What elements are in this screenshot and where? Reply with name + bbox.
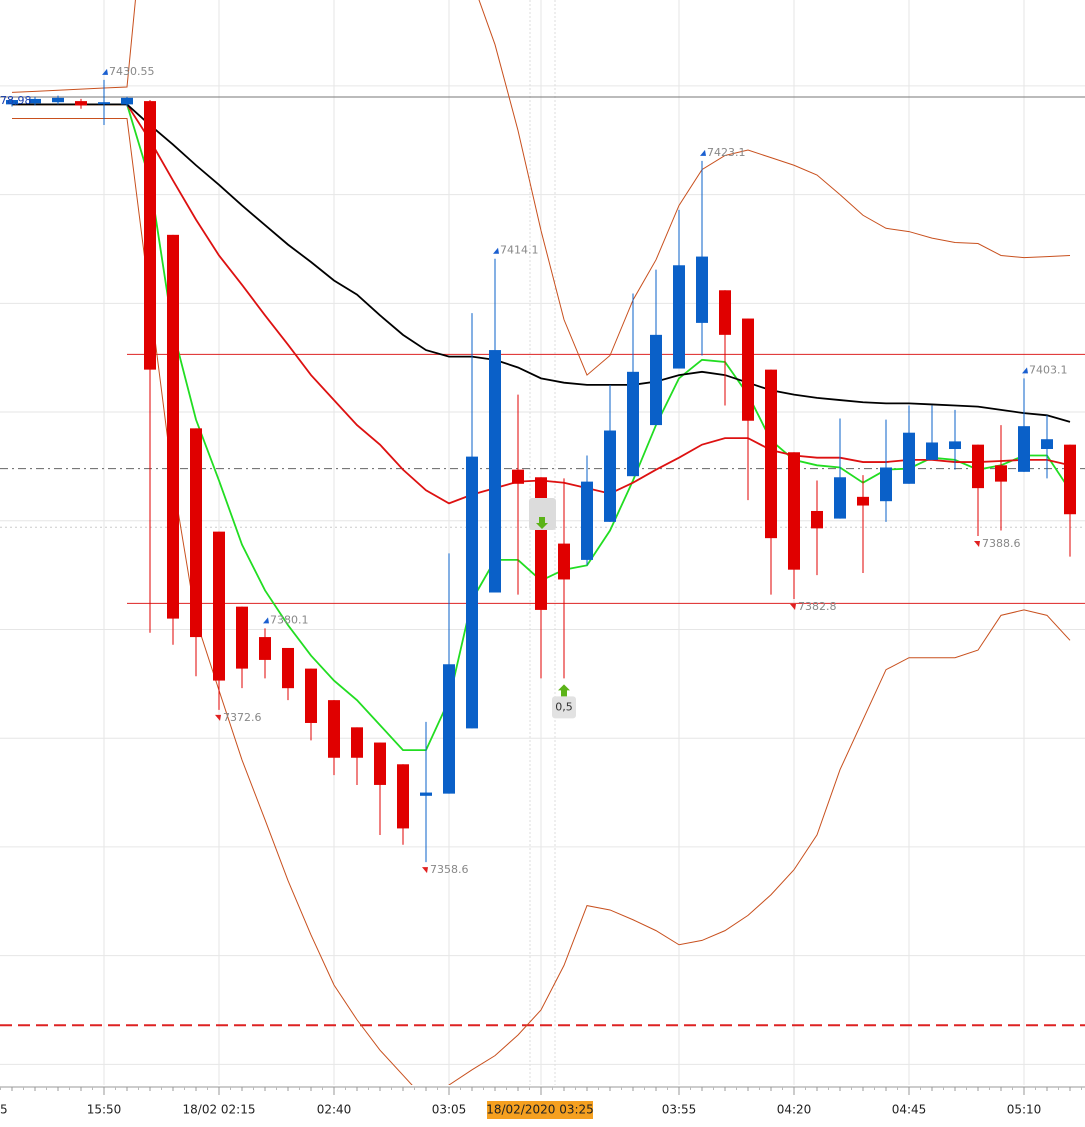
order-badge xyxy=(552,696,576,719)
candle-body xyxy=(926,442,938,460)
candle-body xyxy=(443,664,455,794)
candle-body xyxy=(75,101,87,106)
candle-body xyxy=(374,742,386,785)
candle-body xyxy=(466,456,478,729)
candle-body xyxy=(696,256,708,323)
candle-body xyxy=(512,469,524,484)
candle-body xyxy=(305,668,317,723)
indicator-line xyxy=(12,118,1071,1085)
indicator-line xyxy=(12,103,1071,423)
candle-body xyxy=(1018,426,1030,472)
plot xyxy=(0,0,1085,1085)
candle-body xyxy=(650,334,662,426)
x-axis: 5 15:50 18/02 02:15 02:40 03:05 18/02/2020 03… xyxy=(0,1086,1085,1119)
candle-body xyxy=(52,97,64,103)
low-marker xyxy=(422,867,428,874)
candle-body xyxy=(627,371,639,477)
down-arrow-icon xyxy=(536,517,548,529)
x-tick-label: 18/02 02:15 xyxy=(183,1103,256,1117)
candle-body xyxy=(880,467,892,502)
x-tick-label: 03:55 xyxy=(662,1103,697,1117)
cursor-label: 18/02/2020 03:25 xyxy=(486,1103,594,1117)
candle-body xyxy=(282,647,294,689)
candle-body xyxy=(328,700,340,758)
candle-body xyxy=(167,234,179,619)
candle-body xyxy=(236,606,248,669)
low-marker xyxy=(790,604,796,611)
high-label: 7403.1 xyxy=(1029,363,1068,376)
candle-body xyxy=(673,265,685,369)
candle-body xyxy=(259,637,271,660)
candle-body xyxy=(834,477,846,519)
low-label: 7382.8 xyxy=(798,600,837,613)
candle-body xyxy=(949,441,961,450)
order-label: 0,5 xyxy=(555,700,573,713)
line-price-label: 78,98 xyxy=(0,94,32,107)
candle-body xyxy=(489,350,501,593)
candle-body xyxy=(397,764,409,829)
up-arrow-icon xyxy=(558,684,570,697)
candle-body xyxy=(6,100,18,105)
candle-body xyxy=(558,543,570,580)
x-tick-label: 04:20 xyxy=(777,1103,812,1117)
x-tick-label: 03:05 xyxy=(432,1103,467,1117)
x-tick-label: 15:50 xyxy=(87,1103,122,1117)
candle-body xyxy=(788,452,800,570)
low-label: 7358.6 xyxy=(430,863,469,876)
high-marker xyxy=(493,247,499,254)
high-marker xyxy=(102,68,108,75)
indicator-line xyxy=(11,0,1071,376)
candle-body xyxy=(742,318,754,421)
candle-body xyxy=(581,481,593,560)
low-label: 7388.6 xyxy=(982,537,1021,550)
high-marker xyxy=(700,149,706,156)
candle-body xyxy=(190,428,202,638)
candle-body xyxy=(903,432,915,484)
high-label: 7423.1 xyxy=(707,146,746,159)
candle-body xyxy=(213,531,225,681)
high-marker xyxy=(263,617,269,624)
candle-body xyxy=(972,444,984,489)
candle-body xyxy=(535,477,547,610)
candle-body xyxy=(811,510,823,529)
x-tick-label: 04:45 xyxy=(892,1103,927,1117)
candle-body xyxy=(121,97,133,105)
candle-body xyxy=(29,98,41,104)
candle-body xyxy=(604,430,616,522)
candle-body xyxy=(98,102,110,105)
low-marker xyxy=(215,714,221,721)
x-tick-label: 02:40 xyxy=(317,1103,352,1117)
candle-body xyxy=(144,101,156,370)
candle-body xyxy=(1041,439,1053,450)
high-label: 7430.55 xyxy=(109,65,155,78)
candle-body xyxy=(420,792,432,796)
high-label: 7414.1 xyxy=(500,244,539,257)
candle-body xyxy=(719,290,731,335)
candle-body xyxy=(857,496,869,506)
low-label: 7372.6 xyxy=(223,711,262,724)
x-tick-label: 05:10 xyxy=(1007,1103,1042,1117)
x-tick-label: 5 xyxy=(0,1103,8,1117)
candle-body xyxy=(351,727,363,758)
order-box xyxy=(529,498,556,530)
candle-body xyxy=(995,465,1007,482)
cursor-label-bg xyxy=(487,1101,593,1119)
high-label: 7380.1 xyxy=(270,613,309,626)
candle-body xyxy=(765,369,777,539)
candle-body xyxy=(1064,444,1076,515)
low-marker xyxy=(974,540,980,547)
high-marker xyxy=(1022,367,1028,374)
